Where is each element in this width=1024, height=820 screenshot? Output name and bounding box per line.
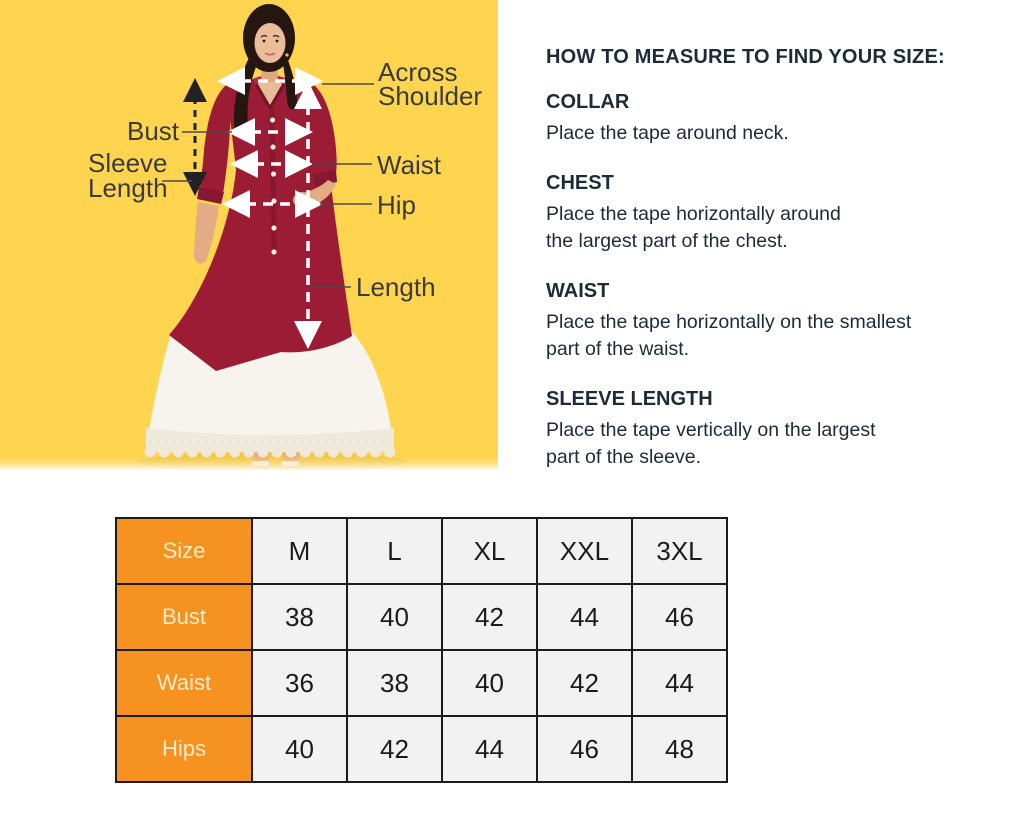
waist-value-xxl: 42 bbox=[536, 649, 633, 717]
bust-label: Bust bbox=[127, 116, 180, 146]
size-header-row: Size M L XL XXL 3XL bbox=[115, 517, 728, 585]
hips-value-xl: 44 bbox=[441, 715, 538, 783]
waist-value-m: 36 bbox=[251, 649, 348, 717]
how-to-measure-panel: HOW TO MEASURE TO FIND YOUR SIZE: COLLAR… bbox=[546, 46, 978, 496]
sleeve-length-label-line2: Length bbox=[88, 173, 168, 203]
sleeve-length-label-line1: Sleeve bbox=[88, 148, 168, 178]
measurement-arrows bbox=[183, 67, 323, 349]
hips-value-3xl: 48 bbox=[631, 715, 728, 783]
section-waist-text-line1: Place the tape horizontally on the small… bbox=[546, 311, 912, 333]
section-waist-title: WAIST bbox=[546, 280, 610, 302]
across-shoulder-label-line2: Shoulder bbox=[378, 81, 482, 111]
section-chest-title: CHEST bbox=[546, 172, 614, 194]
bust-value-m: 38 bbox=[251, 583, 348, 651]
section-collar-text: Place the tape around neck. bbox=[546, 122, 789, 144]
section-collar: COLLAR Place the tape around neck. bbox=[546, 91, 978, 147]
instructions-heading: HOW TO MEASURE TO FIND YOUR SIZE: bbox=[546, 46, 945, 68]
hip-label: Hip bbox=[377, 190, 416, 220]
row-label-waist: Waist bbox=[115, 649, 253, 717]
hips-value-xxl: 46 bbox=[536, 715, 633, 783]
hips-row: Hips 40 42 44 46 48 bbox=[115, 715, 728, 783]
col-header-xxl: XXL bbox=[536, 517, 633, 585]
earring bbox=[285, 53, 289, 57]
bust-value-xxl: 44 bbox=[536, 583, 633, 651]
waist-value-xl: 40 bbox=[441, 649, 538, 717]
col-header-l: L bbox=[346, 517, 443, 585]
model-illustration: Across Shoulder Bust Sleeve Length Waist… bbox=[0, 0, 498, 472]
section-collar-title: COLLAR bbox=[546, 91, 630, 113]
bust-row: Bust 38 40 42 44 46 bbox=[115, 583, 728, 651]
section-chest-text-line2: the largest part of the chest. bbox=[546, 230, 788, 252]
across-shoulder-label-line1: Across bbox=[378, 57, 457, 87]
length-label: Length bbox=[356, 272, 436, 302]
annotation-labels: Across Shoulder Bust Sleeve Length Waist… bbox=[88, 57, 482, 302]
bust-value-3xl: 46 bbox=[631, 583, 728, 651]
section-sleeve-length-text-line2: part of the sleeve. bbox=[546, 446, 702, 468]
col-header-m: M bbox=[251, 517, 348, 585]
bust-value-l: 40 bbox=[346, 583, 443, 651]
section-chest: CHEST Place the tape horizontally around… bbox=[546, 172, 978, 255]
hips-value-l: 42 bbox=[346, 715, 443, 783]
section-chest-text-line1: Place the tape horizontally around bbox=[546, 203, 841, 225]
row-label-hips: Hips bbox=[115, 715, 253, 783]
measurement-diagram: Across Shoulder Bust Sleeve Length Waist… bbox=[0, 0, 498, 472]
bust-value-xl: 42 bbox=[441, 583, 538, 651]
waist-row: Waist 36 38 40 42 44 bbox=[115, 649, 728, 717]
section-sleeve-length-text-line1: Place the tape vertically on the largest bbox=[546, 419, 876, 441]
size-chart-table: Size M L XL XXL 3XL Bust 38 40 42 44 46 … bbox=[115, 517, 728, 783]
section-sleeve-length-title: SLEEVE LENGTH bbox=[546, 388, 713, 410]
label-connectors bbox=[162, 83, 374, 288]
section-sleeve-length: SLEEVE LENGTH Place the tape vertically … bbox=[546, 388, 978, 471]
corner-label-size: Size bbox=[115, 517, 253, 585]
waist-label: Waist bbox=[377, 150, 442, 180]
waist-value-3xl: 44 bbox=[631, 649, 728, 717]
section-waist: WAIST Place the tape horizontally on the… bbox=[546, 280, 978, 363]
col-header-xl: XL bbox=[441, 517, 538, 585]
waist-value-l: 38 bbox=[346, 649, 443, 717]
section-waist-text-line2: part of the waist. bbox=[546, 338, 690, 360]
photo-bottom-fade bbox=[0, 454, 498, 470]
col-header-3xl: 3XL bbox=[631, 517, 728, 585]
hips-value-m: 40 bbox=[251, 715, 348, 783]
row-label-bust: Bust bbox=[115, 583, 253, 651]
